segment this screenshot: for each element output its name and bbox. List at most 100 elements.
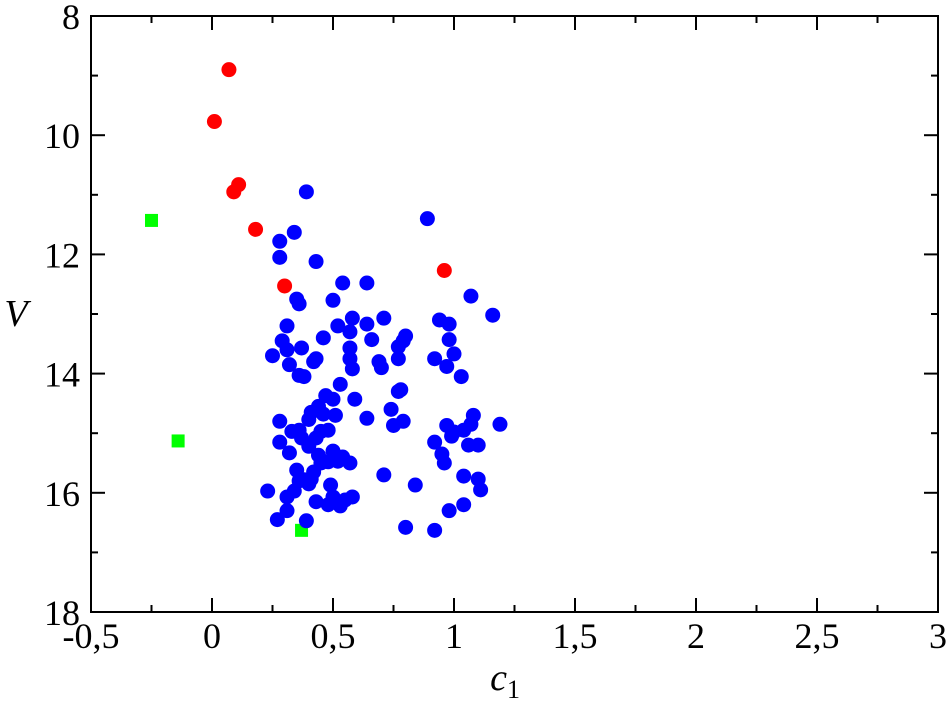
y-tick-label: 18: [44, 593, 80, 633]
tick-labels: -0,5 0 0,5 1 1,5 2 2,5 3 8 10 12 14 16 18: [44, 0, 947, 656]
data-point-circle: [344, 310, 360, 326]
data-point-circle: [279, 318, 295, 334]
data-point-circle: [446, 346, 462, 362]
data-point-circle: [373, 360, 389, 376]
data-point-circle: [436, 455, 452, 471]
data-point-circle: [419, 211, 435, 227]
data-point-circle: [359, 316, 375, 332]
data-point-circle: [301, 476, 317, 492]
data-point-circle: [327, 407, 343, 423]
data-point-circle: [427, 522, 443, 538]
data-point-circle: [376, 310, 392, 326]
data-point-circle: [427, 351, 443, 367]
data-point-circle: [330, 453, 346, 469]
data-point-circle: [315, 330, 331, 346]
data-point-circle: [279, 342, 295, 358]
y-tick-label: 14: [44, 355, 80, 395]
data-point-circle: [441, 332, 457, 348]
data-point-circle: [330, 318, 346, 334]
data-point-square: [171, 434, 185, 448]
x-tick-label: 1: [445, 616, 463, 656]
data-point-circle: [407, 477, 423, 493]
data-point-circle: [301, 438, 317, 454]
data-point-circle: [485, 307, 501, 323]
x-tick-label: 0: [203, 616, 221, 656]
y-tick-label: 16: [44, 474, 80, 514]
x-tick-label: -0,5: [63, 616, 120, 656]
data-point-circle: [296, 369, 312, 385]
x-tick-label: 2: [687, 616, 705, 656]
data-point-circle: [298, 513, 314, 529]
plot-area-frame: [90, 15, 939, 613]
data-point-circle: [279, 503, 295, 519]
data-point-circle: [398, 519, 414, 535]
data-point-circle: [281, 445, 297, 461]
data-point-circle: [308, 254, 324, 270]
data-point-circle: [337, 492, 353, 508]
data-point-circle: [265, 348, 280, 364]
data-point-circle: [206, 113, 222, 129]
data-point-circle: [260, 483, 276, 499]
data-point-circle: [320, 497, 336, 513]
data-point-circle: [390, 351, 406, 367]
data-point-circle: [272, 249, 288, 265]
data-point-circle: [301, 411, 317, 427]
data-point-circle: [286, 224, 302, 240]
y-axis-label: V: [4, 293, 31, 335]
data-point-circle: [320, 422, 336, 438]
data-point-circle: [453, 369, 469, 385]
data-point-circle: [323, 477, 339, 493]
data-point-square: [145, 213, 158, 227]
data-point-circle: [221, 62, 237, 78]
data-point-circle: [226, 184, 242, 200]
x-tick-label: 2,5: [795, 616, 840, 656]
data-point-circle: [463, 288, 479, 304]
data-point-circle: [427, 434, 443, 450]
data-point-circle: [395, 333, 411, 349]
data-point-circle: [364, 332, 380, 348]
data-point-circle: [281, 357, 297, 373]
data-point-circle: [456, 422, 472, 438]
x-tick-label: 0,5: [311, 616, 356, 656]
data-point-circle: [308, 351, 324, 367]
data-point-circle: [315, 406, 331, 422]
data-point-circle: [439, 358, 455, 374]
data-point-circle: [376, 467, 392, 483]
data-point-circle: [342, 340, 358, 356]
data-point-circle: [272, 413, 288, 429]
y-tick-label: 8: [62, 0, 80, 37]
data-point-circle: [298, 184, 314, 200]
data-point-circle: [279, 489, 295, 505]
x-axis-label-main: c: [490, 657, 507, 699]
data-point-circle: [359, 275, 375, 291]
data-point-circle: [269, 512, 285, 528]
data-point-circle: [308, 494, 324, 510]
data-point-circle: [347, 391, 363, 407]
data-point-circle: [342, 324, 358, 340]
data-point-circle: [441, 316, 457, 332]
data-point-circle: [390, 383, 406, 399]
axis-ticks: [90, 15, 939, 613]
data-point-circle: [456, 468, 472, 484]
data-point-circle: [359, 410, 375, 426]
data-point-circle: [344, 361, 360, 377]
data-point-circle: [277, 278, 293, 294]
data-point-circle: [332, 376, 348, 392]
data-markers: [145, 62, 508, 538]
data-point-circle: [386, 417, 401, 433]
data-point-circle: [441, 503, 457, 519]
data-point-circle: [325, 292, 341, 308]
data-point-circle: [294, 340, 310, 356]
data-point-circle: [325, 391, 341, 407]
x-axis-label-subscript: 1: [507, 675, 520, 702]
y-tick-label: 10: [44, 116, 80, 156]
data-point-circle: [383, 401, 399, 417]
data-point-circle: [470, 437, 486, 453]
data-point-circle: [272, 434, 288, 450]
y-tick-label: 12: [44, 235, 80, 275]
data-point-circle: [335, 275, 351, 291]
data-point-circle: [248, 221, 264, 237]
data-point-circle: [456, 497, 472, 513]
